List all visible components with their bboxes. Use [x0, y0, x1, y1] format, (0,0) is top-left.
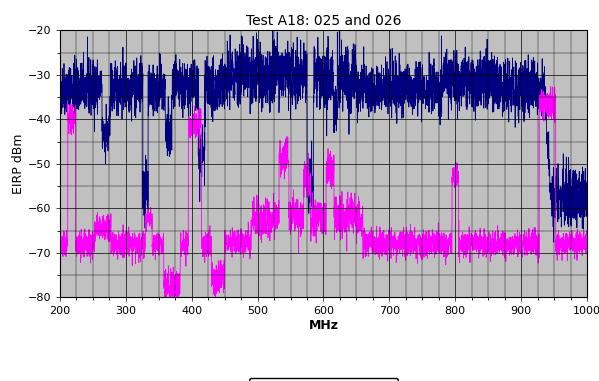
RMS: [278, 151, 285, 155]
RMS: [307, 217, 314, 221]
RMS: [161, 295, 168, 299]
Peak: [307, 185, 314, 189]
Peak: [541, 102, 548, 106]
Peak: [278, 93, 285, 98]
Line: RMS: RMS: [60, 86, 587, 297]
Line: Peak: Peak: [60, 30, 587, 242]
Legend: Peak, RMS: Peak, RMS: [249, 378, 398, 381]
RMS: [56, 234, 63, 238]
Peak: [56, 79, 63, 84]
Peak: [269, 28, 276, 33]
RMS: [439, 248, 446, 253]
Peak: [567, 224, 574, 229]
X-axis label: MHz: MHz: [308, 319, 338, 332]
RMS: [567, 232, 574, 237]
RMS: [541, 101, 548, 106]
Peak: [439, 78, 446, 83]
Title: Test A18: 025 and 026: Test A18: 025 and 026: [246, 14, 401, 28]
Peak: [282, 51, 289, 56]
Peak: [583, 195, 591, 199]
Peak: [550, 240, 557, 245]
RMS: [282, 152, 289, 156]
RMS: [547, 84, 554, 89]
Y-axis label: EIRP dBm: EIRP dBm: [11, 134, 25, 194]
RMS: [583, 241, 591, 245]
